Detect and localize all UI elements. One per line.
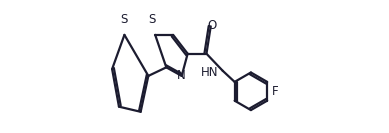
Text: O: O — [207, 20, 216, 32]
Text: F: F — [272, 85, 279, 98]
Text: HN: HN — [201, 66, 219, 79]
Text: N: N — [177, 69, 186, 82]
Text: S: S — [148, 13, 156, 26]
Text: S: S — [121, 13, 128, 26]
